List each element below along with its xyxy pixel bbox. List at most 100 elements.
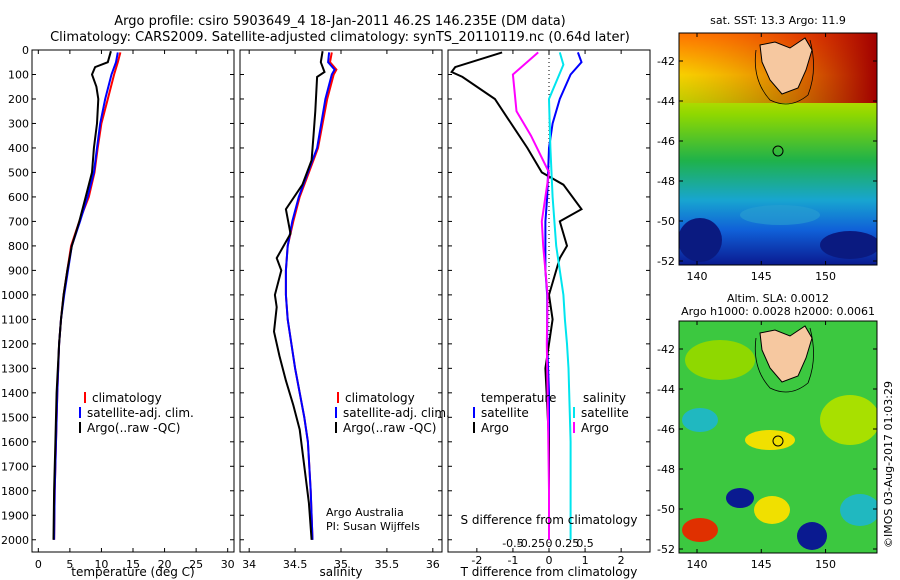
lat-tick-label: -52 bbox=[657, 255, 675, 268]
legend-label-s-satellite: satellite bbox=[581, 406, 629, 420]
y-tick-label: 1300 bbox=[1, 362, 29, 375]
series-line-climatology bbox=[284, 52, 338, 540]
x-tick-label: 34.5 bbox=[283, 558, 308, 571]
series-line-t-argo bbox=[450, 51, 583, 540]
y-tick-label: 800 bbox=[8, 240, 29, 253]
y-tick-label: 1100 bbox=[1, 313, 29, 326]
x-tick-label: 36 bbox=[426, 558, 440, 571]
lat-tick-label: -52 bbox=[657, 543, 675, 556]
y-tick-label: 400 bbox=[8, 142, 29, 155]
y-tick-label: 1200 bbox=[1, 338, 29, 351]
y-tick-label: 0 bbox=[22, 44, 29, 57]
s-tick-label: -0.5 bbox=[502, 537, 523, 550]
s-tick-label: -0.25 bbox=[517, 537, 545, 550]
y-tick-label: 100 bbox=[8, 68, 29, 81]
tasmania-land bbox=[759, 37, 813, 95]
x-tick-label: 34 bbox=[242, 558, 256, 571]
sla-anomaly bbox=[685, 340, 755, 380]
x-tick-label: 35.5 bbox=[375, 558, 400, 571]
sla-anomaly bbox=[840, 494, 877, 526]
imos-stamp: ©IMOS 03-Aug-2017 01:03:29 bbox=[882, 381, 895, 548]
sla-anomaly bbox=[682, 408, 718, 432]
series-line-argo-raw-qc bbox=[272, 51, 326, 540]
x-tick-label: 2 bbox=[618, 554, 625, 567]
legend-label-climatology: climatology bbox=[345, 391, 415, 405]
shelf-contour bbox=[754, 39, 814, 105]
y-tick-label: 700 bbox=[8, 215, 29, 228]
series-line-satellite-adj-clim bbox=[284, 52, 336, 540]
difference-panel: -2 -1 0 1 2 -0.5-0.25 0 0.250.5 bbox=[447, 49, 651, 567]
shelf-contour bbox=[754, 327, 814, 393]
salinity-axes-frame bbox=[239, 49, 443, 553]
x-tick-label: -1 bbox=[507, 554, 518, 567]
lat-tick-label: -50 bbox=[657, 503, 675, 516]
lon-tick-label: 140 bbox=[687, 558, 708, 571]
lon-tick-label: 145 bbox=[751, 270, 772, 283]
series-line-s-satellite bbox=[547, 52, 572, 540]
tdiff-xlabel: T difference from climatology bbox=[460, 565, 638, 579]
sst-map: -42 -44 -46 -48 -50 -52 140 145 150 bbox=[657, 32, 878, 283]
y-tick-label: 1600 bbox=[1, 436, 29, 449]
series-line-s-argo bbox=[511, 51, 551, 540]
y-tick-label: 1000 bbox=[1, 289, 29, 302]
y-tick-label: 500 bbox=[8, 166, 29, 179]
y-tick-label: 600 bbox=[8, 191, 29, 204]
lat-tick-label: -42 bbox=[657, 343, 675, 356]
sla-eddy-low bbox=[797, 522, 827, 550]
x-tick-label: 10 bbox=[94, 558, 108, 571]
x-tick-label: 0 bbox=[546, 554, 553, 567]
y-tick-label: 900 bbox=[8, 264, 29, 277]
y-tick-label: 300 bbox=[8, 117, 29, 130]
lon-tick-label: 140 bbox=[687, 270, 708, 283]
tasmania-land bbox=[759, 325, 813, 383]
sla-map: -42 -44 -46 -48 -50 -52 140 145 150 bbox=[657, 320, 878, 571]
x-tick-label: -2 bbox=[471, 554, 482, 567]
sla-eddy-high bbox=[754, 496, 790, 524]
legend-label-climatology: climatology bbox=[92, 391, 162, 405]
legend-label-t-argo: Argo bbox=[481, 421, 509, 435]
x-tick-label: 35 bbox=[334, 558, 348, 571]
y-tick-label: 1500 bbox=[1, 411, 29, 424]
lat-tick-label: -46 bbox=[657, 423, 675, 436]
y-tick-label: 1800 bbox=[1, 485, 29, 498]
legend-label-t-satellite: satellite bbox=[481, 406, 529, 420]
lat-tick-label: -44 bbox=[657, 383, 675, 396]
argo-float-marker bbox=[772, 145, 784, 157]
figure-title-line1: Argo profile: csiro 5903649_4 18-Jan-201… bbox=[114, 14, 566, 29]
legend-label-satellite: satellite-adj. clim. bbox=[343, 406, 450, 420]
lat-tick-label: -50 bbox=[657, 215, 675, 228]
note-pi: PI: Susan Wijffels bbox=[326, 520, 420, 533]
legend-label-s-argo: Argo bbox=[581, 421, 609, 435]
x-tick-label: 30 bbox=[221, 558, 235, 571]
y-tick-label: 1900 bbox=[1, 509, 29, 522]
sst-cold-patch bbox=[679, 218, 722, 262]
lon-tick-label: 145 bbox=[751, 558, 772, 571]
s-tick-label: 0.5 bbox=[576, 537, 594, 550]
y-tick-label: 1700 bbox=[1, 460, 29, 473]
lon-tick-label: 150 bbox=[815, 558, 836, 571]
sst-map-title: sat. SST: 13.3 Argo: 11.9 bbox=[710, 14, 846, 27]
sdiff-xlabel: S difference from climatology bbox=[461, 513, 638, 527]
legend-label-argo: Argo(..raw -QC) bbox=[343, 421, 436, 435]
sla-eddy-high bbox=[682, 518, 718, 542]
salinity-xlabel: salinity bbox=[319, 565, 362, 579]
note-argo-australia: Argo Australia bbox=[326, 506, 404, 519]
temperature-xlabel: temperature (deg C) bbox=[71, 565, 194, 579]
y-tick-label: 1400 bbox=[1, 387, 29, 400]
difference-legend: temperature salinity satellite Argo sate… bbox=[473, 391, 629, 435]
series-line-argo-raw-qc bbox=[52, 50, 112, 540]
figure-title-line2: Climatology: CARS2009. Satellite-adjuste… bbox=[50, 30, 630, 45]
x-tick-label: 20 bbox=[158, 558, 172, 571]
y-tick-label: 2000 bbox=[1, 534, 29, 547]
s-tick-label: 0.25 bbox=[555, 537, 580, 550]
salinity-panel: 34 34.5 35 35.5 36 bbox=[239, 49, 443, 571]
lon-tick-label: 150 bbox=[815, 270, 836, 283]
x-tick-label: 5 bbox=[66, 558, 73, 571]
sla-anomaly bbox=[745, 430, 795, 450]
sst-map-frame bbox=[678, 32, 878, 266]
lat-tick-label: -42 bbox=[657, 55, 675, 68]
x-tick-label: 0 bbox=[35, 558, 42, 571]
sla-map-title2: Argo h1000: 0.0028 h2000: 0.0061 bbox=[681, 305, 875, 318]
lat-tick-label: -48 bbox=[657, 463, 675, 476]
